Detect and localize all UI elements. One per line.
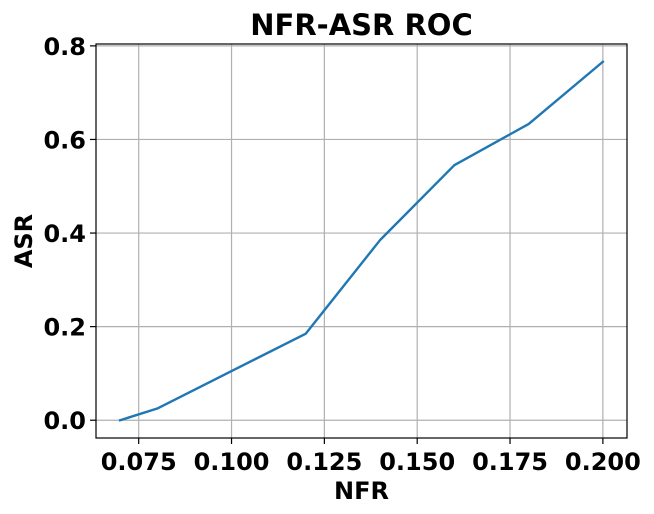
plot-area-frame: [95, 43, 628, 439]
y-tick-label: 0.2: [43, 314, 86, 342]
y-axis-label: ASR: [10, 214, 38, 268]
x-tick-label: 0.075: [101, 448, 177, 476]
y-tick-label: 0.0: [43, 407, 86, 435]
y-tick-label: 0.4: [43, 220, 86, 248]
x-tick-label: 0.175: [472, 448, 548, 476]
x-tick-label: 0.100: [194, 448, 270, 476]
tick-labels: 0.075 0.100 0.125 0.150 0.175 0.200 0.0 0.2 0.4 0…: [43, 33, 640, 476]
y-tick-label: 0.6: [43, 126, 86, 154]
x-tick-label: 0.125: [286, 448, 362, 476]
x-tick-label: 0.200: [565, 448, 641, 476]
grid-lines: [96, 44, 627, 438]
series-line: [118, 60, 605, 422]
x-tick-label: 0.150: [379, 448, 455, 476]
y-tick-label: 0.8: [43, 33, 86, 61]
chart-title: NFR-ASR ROC: [250, 8, 472, 42]
x-axis-label: NFR: [334, 477, 389, 505]
tick-marks: [90, 45, 604, 444]
series-layer: [118, 60, 605, 422]
